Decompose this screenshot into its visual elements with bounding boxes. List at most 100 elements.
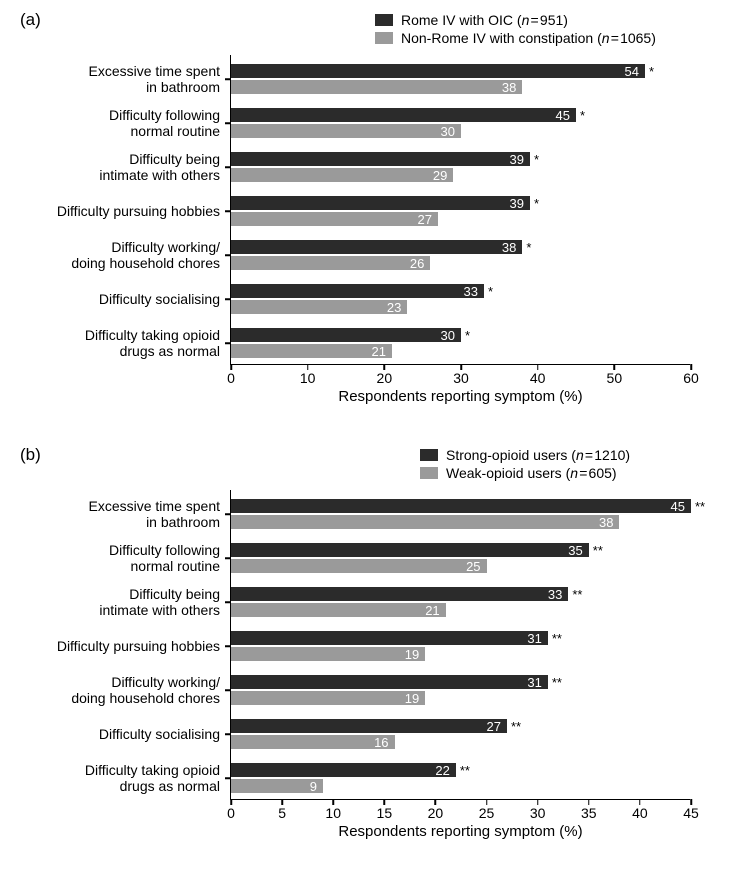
x-tick-label: 45 bbox=[683, 805, 699, 821]
bar-series-1: 33* bbox=[231, 284, 484, 298]
plot-area: 45**3835**2533**2131**1931**1927**1622**… bbox=[230, 490, 690, 800]
significance-marker: ** bbox=[695, 499, 705, 514]
significance-marker: * bbox=[649, 64, 654, 79]
legend-item: Non-Rome IV with constipation (n = 1065) bbox=[375, 30, 656, 46]
x-tick-label: 25 bbox=[479, 805, 495, 821]
x-axis-label: Respondents reporting symptom (%) bbox=[338, 388, 582, 405]
chart-panel: (a)Rome IV with OIC (n = 951)Non-Rome IV… bbox=[20, 10, 719, 430]
bar-series-1: 39* bbox=[231, 196, 530, 210]
bar-value: 19 bbox=[405, 691, 425, 706]
bar-series-2: 16 bbox=[231, 735, 395, 749]
category-label: Difficulty taking opioiddrugs as normal bbox=[22, 327, 220, 359]
bar-series-2: 38 bbox=[231, 80, 522, 94]
x-tick-label: 20 bbox=[377, 370, 393, 386]
legend-swatch bbox=[375, 32, 393, 44]
x-tick-label: 30 bbox=[453, 370, 469, 386]
category-label: Difficulty socialising bbox=[22, 726, 220, 742]
bar-value: 21 bbox=[425, 603, 445, 618]
significance-marker: ** bbox=[572, 587, 582, 602]
bar-series-1: 33** bbox=[231, 587, 568, 601]
category-label: Difficulty working/doing household chore… bbox=[22, 674, 220, 706]
significance-marker: ** bbox=[552, 631, 562, 646]
bar-value: 27 bbox=[487, 719, 507, 734]
bar-value: 45 bbox=[671, 499, 691, 514]
bar-value: 29 bbox=[433, 168, 453, 183]
bar-value: 25 bbox=[466, 559, 486, 574]
x-tick-label: 35 bbox=[581, 805, 597, 821]
bar-value: 45 bbox=[556, 108, 576, 123]
bar-value: 16 bbox=[374, 735, 394, 750]
legend-swatch bbox=[420, 449, 438, 461]
chart-panel: (b)Strong-opioid users (n = 1210)Weak-op… bbox=[20, 445, 719, 865]
bar-series-2: 21 bbox=[231, 344, 392, 358]
legend-item: Strong-opioid users (n = 1210) bbox=[420, 447, 630, 463]
category-label: Excessive time spentin bathroom bbox=[22, 63, 220, 95]
bar-value: 21 bbox=[372, 344, 392, 359]
x-axis-label: Respondents reporting symptom (%) bbox=[338, 823, 582, 840]
legend: Rome IV with OIC (n = 951) Non-Rome IV wi… bbox=[375, 12, 656, 46]
significance-marker: * bbox=[488, 284, 493, 299]
bar-series-2: 29 bbox=[231, 168, 453, 182]
x-tick-label: 60 bbox=[683, 370, 699, 386]
bar-value: 38 bbox=[502, 240, 522, 255]
bar-value: 33 bbox=[548, 587, 568, 602]
legend-swatch bbox=[375, 14, 393, 26]
bar-series-2: 25 bbox=[231, 559, 487, 573]
legend-swatch bbox=[420, 467, 438, 479]
significance-marker: ** bbox=[511, 719, 521, 734]
category-label: Difficulty socialising bbox=[22, 291, 220, 307]
bar-series-1: 31** bbox=[231, 675, 548, 689]
category-label: Difficulty taking opioiddrugs as normal bbox=[22, 762, 220, 794]
significance-marker: * bbox=[526, 240, 531, 255]
bar-series-1: 22** bbox=[231, 763, 456, 777]
bar-series-1: 54* bbox=[231, 64, 645, 78]
category-label: Difficulty pursuing hobbies bbox=[22, 203, 220, 219]
bar-value: 38 bbox=[599, 515, 619, 530]
figure-container: (a)Rome IV with OIC (n = 951)Non-Rome IV… bbox=[0, 0, 739, 874]
category-label: Difficulty followingnormal routine bbox=[22, 542, 220, 574]
bar-series-1: 38* bbox=[231, 240, 522, 254]
bar-value: 30 bbox=[441, 328, 461, 343]
bar-value: 19 bbox=[405, 647, 425, 662]
bar-value: 35 bbox=[568, 543, 588, 558]
significance-marker: * bbox=[465, 328, 470, 343]
bar-series-2: 38 bbox=[231, 515, 619, 529]
x-tick-label: 10 bbox=[325, 805, 341, 821]
bar-value: 39 bbox=[510, 196, 530, 211]
bar-value: 27 bbox=[418, 212, 438, 227]
bar-value: 33 bbox=[464, 284, 484, 299]
bar-series-1: 31** bbox=[231, 631, 548, 645]
bar-value: 22 bbox=[435, 763, 455, 778]
significance-marker: ** bbox=[460, 763, 470, 778]
x-tick-label: 20 bbox=[428, 805, 444, 821]
bar-series-1: 30* bbox=[231, 328, 461, 342]
bar-value: 38 bbox=[502, 80, 522, 95]
bar-series-1: 45** bbox=[231, 499, 691, 513]
bar-value: 30 bbox=[441, 124, 461, 139]
category-label: Difficulty working/doing household chore… bbox=[22, 239, 220, 271]
x-tick-label: 50 bbox=[607, 370, 623, 386]
significance-marker: * bbox=[580, 108, 585, 123]
category-label: Excessive time spentin bathroom bbox=[22, 498, 220, 530]
bar-series-1: 45* bbox=[231, 108, 576, 122]
x-tick-label: 40 bbox=[530, 370, 546, 386]
category-label: Difficulty beingintimate with others bbox=[22, 151, 220, 183]
bar-value: 39 bbox=[510, 152, 530, 167]
x-tick-label: 30 bbox=[530, 805, 546, 821]
x-tick-label: 0 bbox=[227, 370, 235, 386]
bar-series-2: 19 bbox=[231, 691, 425, 705]
significance-marker: * bbox=[534, 196, 539, 211]
legend-text: Rome IV with OIC (n = 951) bbox=[401, 12, 568, 28]
x-tick-label: 5 bbox=[278, 805, 286, 821]
legend-text: Strong-opioid users (n = 1210) bbox=[446, 447, 630, 463]
bar-series-2: 9 bbox=[231, 779, 323, 793]
significance-marker: ** bbox=[593, 543, 603, 558]
bar-value: 23 bbox=[387, 300, 407, 315]
bar-series-2: 27 bbox=[231, 212, 438, 226]
legend-text: Weak-opioid users (n = 605) bbox=[446, 465, 617, 481]
bar-series-2: 23 bbox=[231, 300, 407, 314]
x-tick-label: 40 bbox=[632, 805, 648, 821]
category-label: Difficulty pursuing hobbies bbox=[22, 638, 220, 654]
bar-value: 54 bbox=[625, 64, 645, 79]
bar-value: 31 bbox=[527, 631, 547, 646]
